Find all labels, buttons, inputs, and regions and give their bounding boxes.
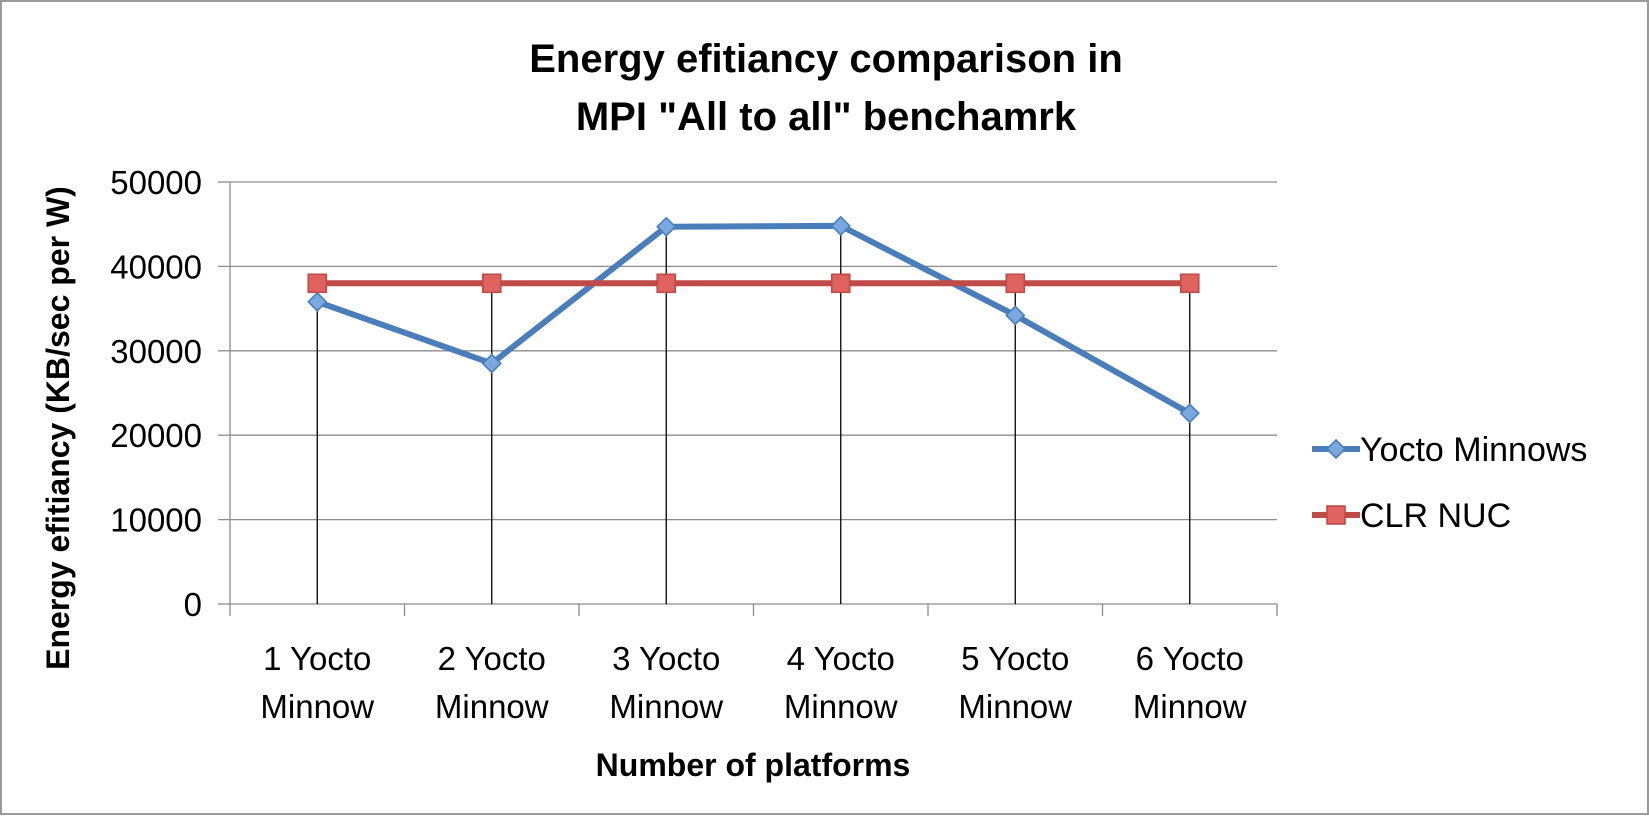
data-point [307, 273, 328, 294]
legend-label: Yocto Minnows [1360, 431, 1587, 469]
data-point [481, 353, 502, 374]
x-tick-label: 6 Yocto [1136, 640, 1244, 677]
legend: Yocto Minnows CLR NUC [1312, 431, 1587, 535]
data-point [830, 273, 851, 294]
y-tick-label: 10000 [110, 502, 202, 539]
gridlines [230, 181, 1277, 521]
x-tick-label: Minnow [784, 688, 898, 725]
x-tick-label: Minnow [958, 688, 1072, 725]
chart-text: Energy efitiancy comparison in MPI "All t… [40, 37, 1247, 783]
data-point [1005, 305, 1026, 326]
y-axis-title: Energy efitiancy (KB/sec per W) [40, 186, 76, 670]
chart-title-line: MPI "All to all" benchamrk [576, 95, 1077, 139]
y-tick-label: 50000 [110, 164, 202, 201]
x-tick-label: 4 Yocto [787, 640, 895, 677]
data-point [830, 215, 851, 237]
legend-label: CLR NUC [1360, 497, 1511, 535]
y-tick-label: 0 [184, 586, 202, 623]
x-tick-label: 3 Yocto [612, 640, 720, 677]
y-tick-label: 30000 [110, 333, 202, 370]
series-layer [314, 222, 1193, 417]
data-point [1179, 403, 1200, 424]
data-point [307, 291, 328, 312]
marker-layer [307, 215, 1200, 424]
x-tick-label: 5 Yocto [961, 640, 1069, 677]
data-point [1005, 273, 1026, 294]
data-point [481, 273, 502, 294]
x-tick-label: Minnow [435, 688, 549, 725]
y-tick-label: 20000 [110, 417, 202, 454]
x-axis-title: Number of platforms [596, 747, 911, 783]
x-tick-label: 1 Yocto [263, 640, 371, 677]
data-point [656, 216, 677, 237]
legend-swatch-marker [1326, 505, 1346, 525]
data-point [1179, 273, 1200, 294]
legend-swatch-marker [1325, 438, 1347, 460]
x-tick-label: Minnow [260, 688, 374, 725]
x-tick-label: 2 Yocto [438, 640, 546, 677]
y-tick-label: 40000 [110, 248, 202, 285]
x-tick-label: Minnow [609, 688, 723, 725]
series-line [314, 222, 1193, 417]
x-tick-label: Minnow [1133, 688, 1247, 725]
data-point [656, 273, 677, 294]
chart-title-line: Energy efitiancy comparison in [529, 37, 1123, 81]
axes [218, 181, 1278, 616]
